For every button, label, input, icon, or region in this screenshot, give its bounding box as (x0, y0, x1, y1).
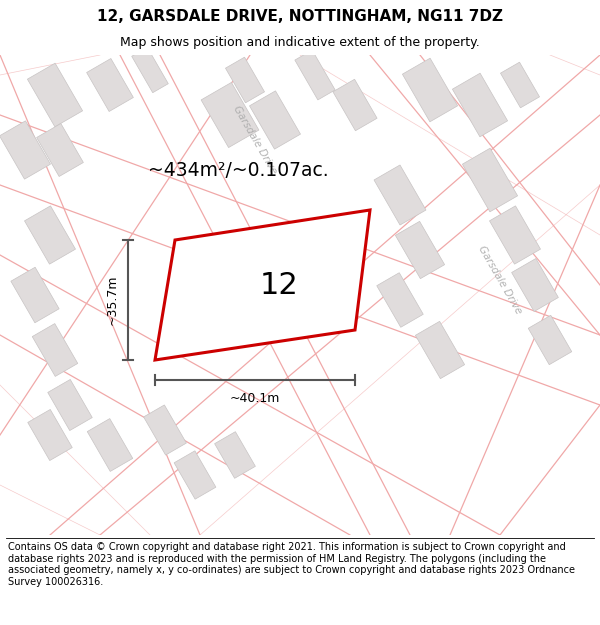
Polygon shape (295, 50, 335, 100)
Text: 12, GARSDALE DRIVE, NOTTINGHAM, NG11 7DZ: 12, GARSDALE DRIVE, NOTTINGHAM, NG11 7DZ (97, 9, 503, 24)
Polygon shape (37, 124, 83, 176)
Polygon shape (452, 73, 508, 137)
Polygon shape (333, 79, 377, 131)
Text: Map shows position and indicative extent of the property.: Map shows position and indicative extent… (120, 36, 480, 49)
Text: ~434m²/~0.107ac.: ~434m²/~0.107ac. (148, 161, 329, 179)
Text: Garsdale Drive: Garsdale Drive (476, 244, 524, 316)
Polygon shape (512, 259, 559, 311)
Polygon shape (528, 316, 572, 364)
Polygon shape (28, 63, 83, 127)
Polygon shape (463, 148, 518, 212)
Text: 12: 12 (259, 271, 298, 299)
Text: Garsdale Drive: Garsdale Drive (232, 104, 278, 176)
Polygon shape (87, 419, 133, 471)
Polygon shape (174, 451, 216, 499)
Polygon shape (500, 62, 539, 108)
Polygon shape (86, 59, 133, 111)
Polygon shape (32, 324, 78, 376)
Polygon shape (215, 432, 256, 478)
Text: ~40.1m: ~40.1m (230, 391, 280, 404)
Polygon shape (377, 272, 423, 328)
Polygon shape (143, 405, 187, 455)
Polygon shape (132, 48, 168, 92)
Text: Contains OS data © Crown copyright and database right 2021. This information is : Contains OS data © Crown copyright and d… (8, 542, 575, 587)
Polygon shape (395, 221, 445, 279)
Polygon shape (155, 210, 370, 360)
Polygon shape (403, 58, 458, 122)
Polygon shape (490, 206, 541, 264)
Text: ~35.7m: ~35.7m (106, 275, 119, 325)
Polygon shape (201, 82, 259, 148)
Polygon shape (28, 409, 72, 461)
Polygon shape (11, 268, 59, 322)
Polygon shape (250, 91, 301, 149)
Polygon shape (374, 165, 426, 225)
Polygon shape (25, 206, 76, 264)
Polygon shape (0, 121, 50, 179)
Polygon shape (226, 57, 265, 103)
Polygon shape (415, 321, 464, 379)
Polygon shape (48, 379, 92, 431)
